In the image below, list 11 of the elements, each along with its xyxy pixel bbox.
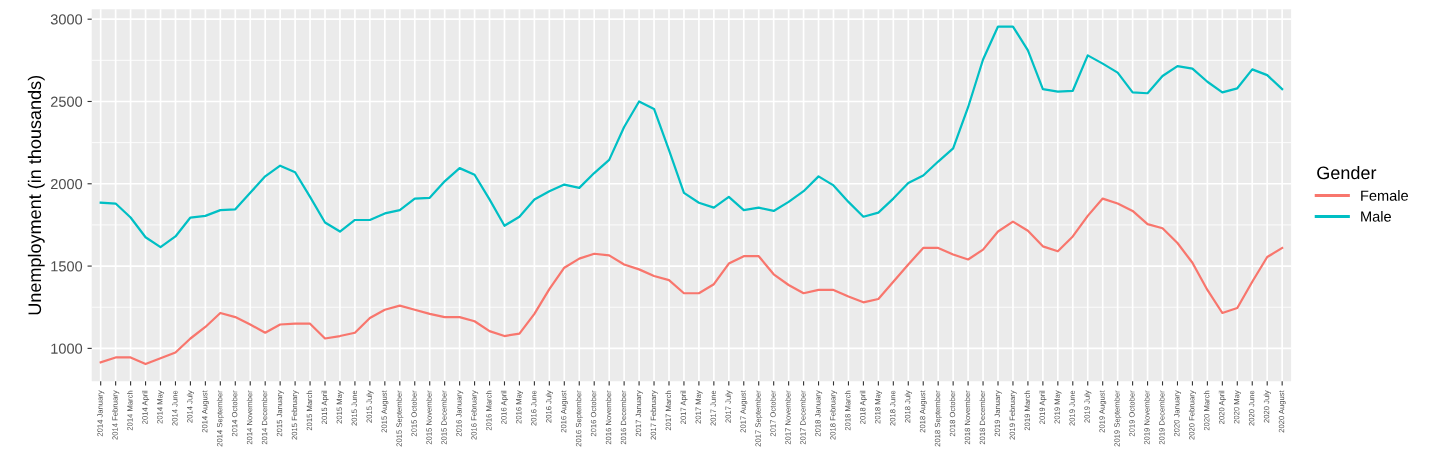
y-tick-label: 2500 bbox=[50, 96, 83, 107]
y-axis-title: Unemployment (in thousands) bbox=[27, 75, 45, 315]
legend-title: Gender bbox=[1317, 166, 1377, 180]
y-tick-label: 3000 bbox=[50, 14, 83, 25]
y-tick-label: 1000 bbox=[51, 343, 83, 354]
y-tick-label: 2000 bbox=[50, 178, 83, 190]
y-tick-label: 1500 bbox=[51, 261, 83, 272]
legend-label: Female bbox=[1361, 190, 1408, 201]
line-series bbox=[99, 25, 1284, 249]
line-series bbox=[99, 197, 1284, 366]
legend-label: Male bbox=[1361, 211, 1391, 222]
